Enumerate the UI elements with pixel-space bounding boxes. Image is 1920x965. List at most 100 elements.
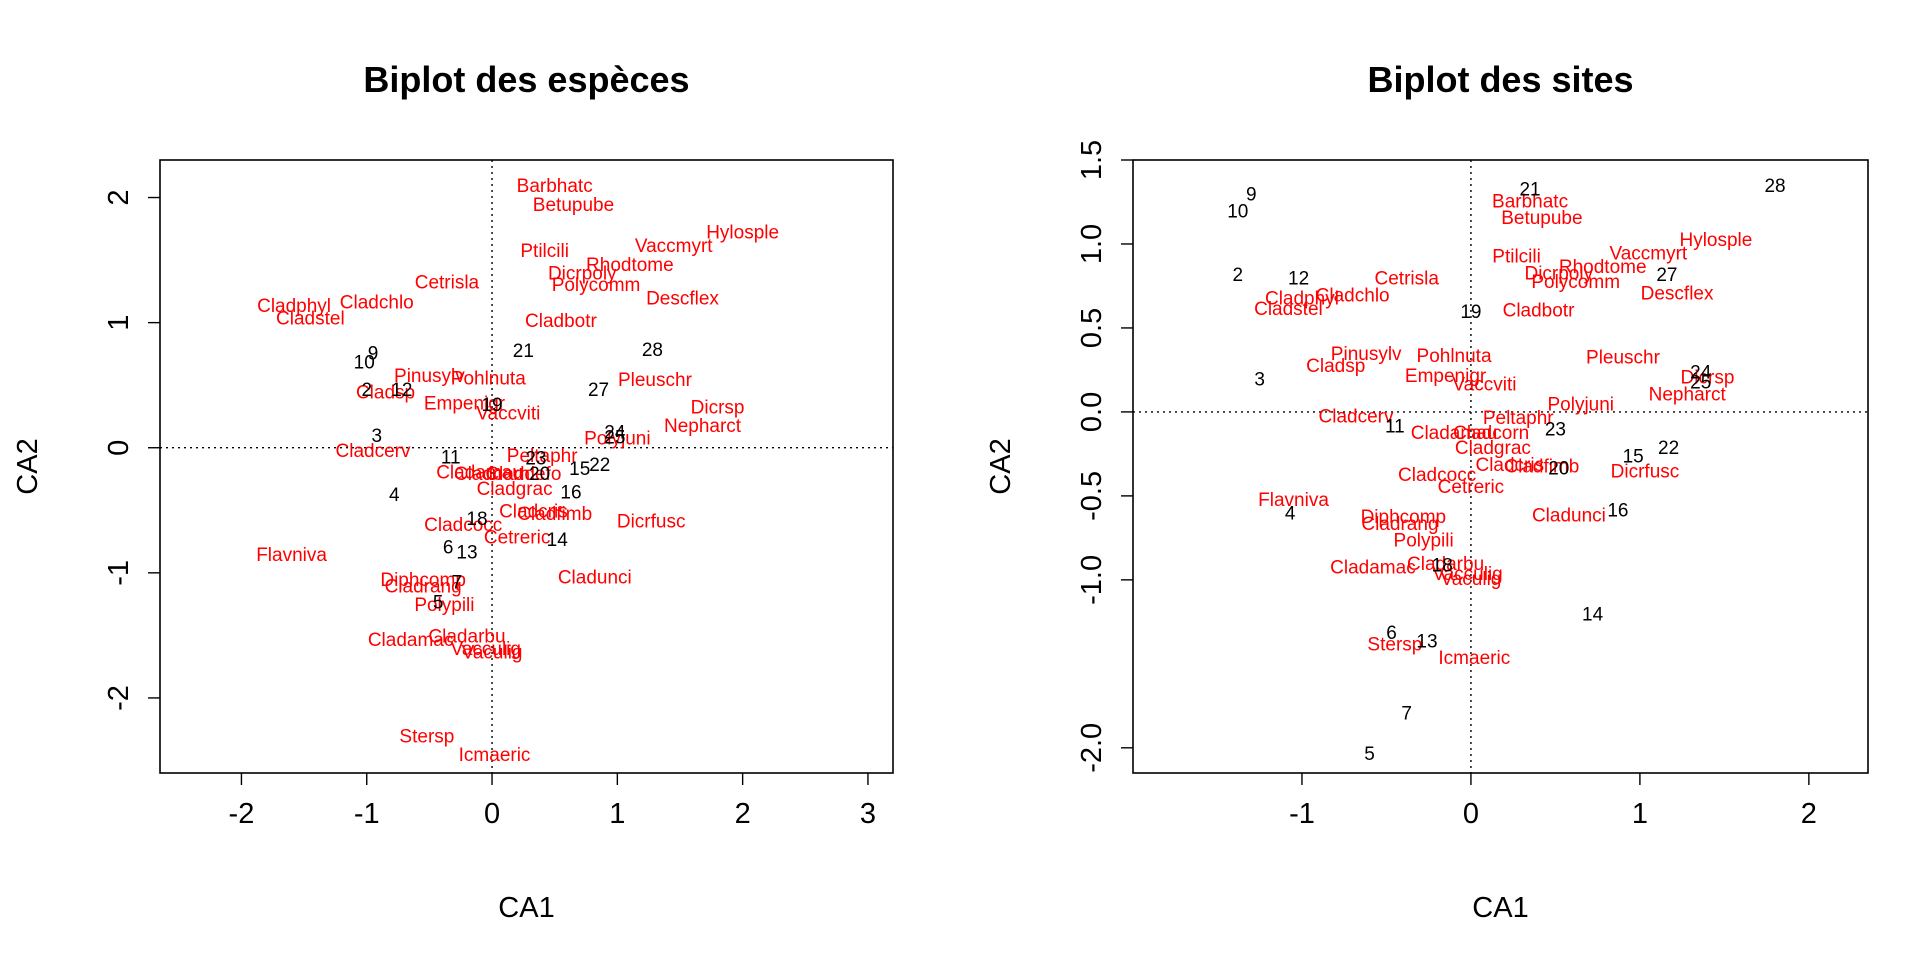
species-point-label: Cladstel bbox=[1254, 299, 1323, 320]
site-point-label: 7 bbox=[1401, 704, 1412, 725]
x-tick-label: 0 bbox=[1463, 798, 1479, 830]
y-tick-label: -1 bbox=[103, 560, 135, 586]
species-point-label: Barbhatc bbox=[517, 176, 593, 197]
site-point-label: 11 bbox=[441, 447, 461, 468]
species-point-label: Pleuschr bbox=[618, 370, 693, 391]
species-point-label: Vaccmyrt bbox=[635, 236, 713, 257]
species-point-label: Peltaphr bbox=[1483, 408, 1554, 429]
site-point-label: 16 bbox=[1607, 500, 1628, 521]
x-tick-label: 3 bbox=[860, 798, 876, 830]
x-tick-label: 1 bbox=[609, 798, 625, 830]
species-point-label: Polycomm bbox=[1531, 272, 1620, 293]
species-point-label: Descflex bbox=[1641, 284, 1714, 305]
species-point-label: Vaculig bbox=[462, 643, 523, 664]
species-point-label: Cladstel bbox=[276, 309, 345, 330]
site-point-label: 21 bbox=[1519, 180, 1540, 201]
species-point-label: Cladcerv bbox=[336, 441, 411, 462]
site-point-label: 7 bbox=[452, 573, 463, 594]
species-point-label: Cladunci bbox=[558, 568, 632, 589]
species-point-label: Cladchlo bbox=[340, 292, 414, 313]
site-point-label: 23 bbox=[1545, 420, 1566, 441]
site-point-label: 2 bbox=[361, 380, 372, 401]
species-point-label: Cladphyl bbox=[1265, 289, 1339, 310]
site-point-label: 19 bbox=[481, 395, 502, 416]
species-point-label: Dicrsp bbox=[691, 397, 745, 418]
species-point-label: Cladcerv bbox=[1319, 406, 1394, 427]
species-point-label: Cladamau bbox=[1411, 423, 1498, 444]
site-point-label: 18 bbox=[466, 509, 487, 530]
x-tick-label: -2 bbox=[229, 798, 255, 830]
x-tick-label: 0 bbox=[484, 798, 500, 830]
y-axis-title: CA2 bbox=[985, 438, 1017, 494]
y-tick-label: -0.5 bbox=[1076, 471, 1108, 521]
species-point-label: Cladrang bbox=[385, 576, 462, 597]
species-point-label: Vaccmyrt bbox=[1609, 243, 1687, 264]
site-point-label: 22 bbox=[1658, 438, 1679, 459]
site-point-label: 14 bbox=[1582, 604, 1604, 625]
chart-panel-2: Biplot des sites-1 0 1 2-2.0-1.0-0.50.00.51… bbox=[985, 59, 1869, 924]
species-point-label: Cladsp bbox=[1306, 356, 1365, 377]
plot-frame bbox=[1132, 159, 1869, 774]
site-point-label: 13 bbox=[1416, 631, 1437, 652]
species-point-label: Diphcomp bbox=[380, 570, 466, 591]
species-point-label: Polypili bbox=[414, 595, 474, 616]
species-point-label: Cladgrac bbox=[1455, 438, 1531, 459]
species-point-label: Hylosple bbox=[706, 222, 779, 243]
species-point-label: Empenigr bbox=[424, 394, 506, 415]
species-point-label: Betupube bbox=[533, 195, 614, 216]
species-point-label: Cladcocc bbox=[1398, 465, 1476, 486]
species-point-label: Dicrpoly bbox=[548, 264, 617, 285]
site-point-label: 3 bbox=[371, 426, 382, 447]
site-point-label: 21 bbox=[513, 341, 534, 362]
species-point-label: Dicrfusc bbox=[1611, 462, 1680, 483]
species-point-label: Icmaeric bbox=[459, 745, 531, 766]
x-axis-title: CA1 bbox=[1472, 892, 1528, 924]
site-point-label: 5 bbox=[1364, 744, 1375, 765]
site-point-label: 24 bbox=[604, 422, 626, 443]
species-point-label: Icmaeric bbox=[1438, 648, 1510, 669]
site-point-label: 14 bbox=[547, 530, 569, 551]
species-point-label: Claddefo bbox=[485, 464, 561, 485]
y-tick-label: -1.0 bbox=[1076, 555, 1108, 605]
species-point-label: Nepharct bbox=[664, 416, 742, 437]
site-point-label: 20 bbox=[1548, 458, 1569, 479]
site-point-label: 27 bbox=[1656, 265, 1677, 286]
site-point-label: 6 bbox=[1386, 623, 1397, 644]
site-point-label: 18 bbox=[1432, 556, 1453, 577]
y-axis-title: CA2 bbox=[12, 438, 44, 494]
species-point-label: Diphcomp bbox=[1361, 507, 1447, 528]
species-point-label: Pohlnuta bbox=[1417, 346, 1492, 367]
species-point-label: Pinusylv bbox=[394, 366, 465, 387]
species-point-label: Vacculig bbox=[1432, 564, 1502, 585]
site-point-label: 13 bbox=[456, 543, 477, 564]
site-point-label: 9 bbox=[368, 344, 379, 365]
site-point-label: 19 bbox=[1460, 302, 1481, 323]
site-point-label: 5 bbox=[433, 593, 444, 614]
site-point-label: 25 bbox=[604, 427, 625, 448]
species-point-label: Barbhatc bbox=[1492, 191, 1568, 212]
y-tick-label: 0.0 bbox=[1076, 392, 1108, 432]
species-point-label: Cladcocc bbox=[424, 515, 502, 536]
species-point-label: Vaccviti bbox=[476, 404, 540, 425]
species-point-label: Cladfimb bbox=[1504, 457, 1579, 478]
y-tick-label: 1.5 bbox=[1076, 140, 1108, 180]
site-point-label: 10 bbox=[354, 352, 375, 373]
species-point-label: Empenigr bbox=[1405, 366, 1487, 387]
y-tick-label: 0 bbox=[103, 440, 135, 456]
y-tick-label: 1.0 bbox=[1076, 224, 1108, 264]
site-point-label: 11 bbox=[1385, 416, 1405, 437]
species-point-label: Pleuschr bbox=[1586, 347, 1661, 368]
species-point-label: Cladcorn bbox=[1453, 423, 1529, 444]
chart-title: Biplot des espèces bbox=[363, 59, 689, 100]
species-point-label: Dicrfusc bbox=[617, 511, 686, 532]
x-tick-label: 1 bbox=[1632, 798, 1648, 830]
site-point-label: 16 bbox=[560, 483, 581, 504]
species-point-label: Cladsp bbox=[356, 382, 415, 403]
site-point-label: 24 bbox=[1690, 363, 1712, 384]
species-point-label: Cladfimb bbox=[517, 504, 592, 525]
